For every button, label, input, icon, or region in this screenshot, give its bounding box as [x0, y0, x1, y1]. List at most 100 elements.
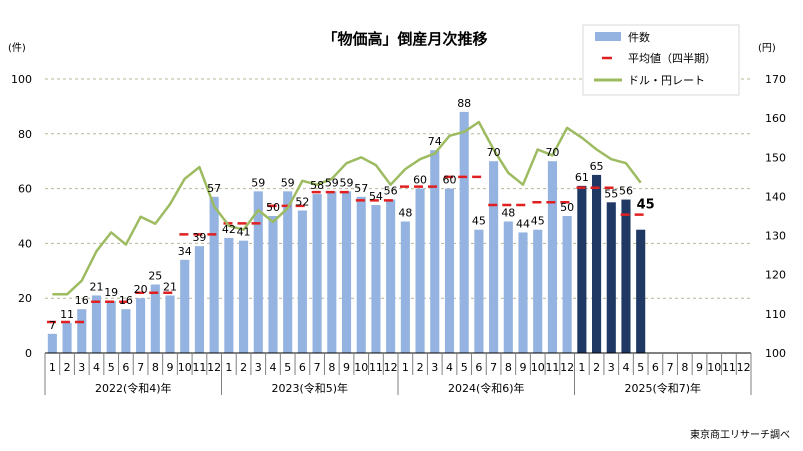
year-group-label: 2024(令和6)年: [448, 381, 525, 395]
bar: [636, 229, 646, 353]
bar-value-label: 16: [75, 294, 89, 307]
x-tick-label: 8: [681, 361, 688, 374]
bar: [518, 232, 528, 353]
x-tick-label: 7: [667, 361, 674, 374]
bar-value-label: 70: [487, 146, 501, 159]
x-tick-label: 2: [593, 361, 600, 374]
bar-value-label: 60: [413, 174, 427, 187]
bar: [341, 191, 352, 353]
x-tick-label: 11: [722, 361, 736, 374]
bar: [106, 300, 116, 353]
x-tick-label: 11: [369, 361, 383, 374]
bar-value-label: 16: [119, 294, 133, 307]
x-tick-label: 3: [255, 361, 262, 374]
bar: [592, 174, 602, 353]
year-group-label: 2023(令和5)年: [271, 381, 348, 395]
x-tick-label: 7: [137, 361, 144, 374]
bar: [121, 309, 131, 353]
bar-value-label: 61: [575, 171, 589, 184]
bar-value-label: 57: [207, 182, 221, 195]
bar-value-label: 54: [369, 190, 383, 203]
x-tick-label: 7: [314, 361, 321, 374]
right-tick-label: 170: [765, 73, 786, 86]
bar-value-label: 44: [516, 217, 530, 230]
bar: [474, 229, 484, 353]
bar-value-label: 55: [604, 187, 618, 200]
bar-value-label: 70: [545, 146, 559, 159]
x-tick-label: 8: [328, 361, 335, 374]
bar-value-label: 58: [310, 179, 324, 192]
bar: [459, 111, 469, 353]
source-note: 東京商工リサーチ調べ: [690, 428, 790, 441]
bar: [547, 161, 557, 353]
bar: [297, 210, 307, 353]
bar-value-label: 41: [237, 226, 251, 239]
x-tick-label: 8: [505, 361, 512, 374]
bar-value-label: 56: [384, 185, 398, 198]
bar-value-label: 34: [178, 245, 192, 258]
bar: [253, 191, 263, 353]
bar: [268, 216, 278, 353]
x-tick-label: 10: [531, 361, 545, 374]
bar: [444, 188, 455, 353]
bar: [194, 246, 204, 353]
bar: [503, 221, 513, 353]
x-tick-label: 1: [49, 361, 56, 374]
bar: [606, 202, 616, 353]
right-axis-unit: (円): [758, 43, 776, 54]
chart-title: 「物価高」倒産月次推移: [322, 30, 487, 48]
x-tick-label: 2: [417, 361, 424, 374]
bar: [150, 284, 160, 353]
legend-swatch-bar: [595, 32, 621, 41]
bar: [415, 188, 425, 353]
bar-value-label: 48: [398, 206, 412, 219]
x-tick-label: 5: [108, 361, 115, 374]
bar-value-label: 25: [148, 270, 162, 283]
right-tick-label: 160: [765, 112, 786, 125]
bar: [371, 205, 381, 353]
x-tick-label: 5: [637, 361, 644, 374]
left-tick-label: 100: [11, 73, 32, 86]
right-tick-label: 120: [765, 269, 786, 282]
year-group-label: 2022(令和4)年: [95, 381, 172, 395]
bar-value-label: 65: [590, 160, 604, 173]
bar-value-label: 45: [531, 215, 545, 228]
bar-value-label: 7: [49, 319, 56, 332]
bar-value-label: 52: [295, 196, 309, 209]
x-tick-label: 6: [475, 361, 482, 374]
bar-value-label: 50: [560, 201, 574, 214]
x-tick-label: 12: [384, 361, 398, 374]
legend-label-avg: 平均値（四半期）: [628, 51, 716, 65]
x-tick-label: 12: [737, 361, 751, 374]
bar: [430, 150, 440, 353]
bar: [400, 221, 410, 353]
bar: [209, 196, 219, 353]
bar-value-label: 48: [501, 206, 515, 219]
bar-series: [47, 111, 646, 353]
bar-value-label: 11: [60, 308, 74, 321]
bar: [356, 196, 366, 353]
x-tick-label: 3: [78, 361, 85, 374]
left-tick-label: 60: [18, 183, 32, 196]
x-tick-label: 10: [354, 361, 368, 374]
bar: [77, 309, 87, 353]
x-tick-label: 6: [299, 361, 306, 374]
right-tick-label: 110: [765, 308, 786, 321]
bar: [165, 295, 175, 353]
right-tick-label: 130: [765, 230, 786, 243]
bar-value-label: 59: [325, 176, 339, 189]
x-tick-label: 9: [696, 361, 703, 374]
bar: [283, 191, 293, 353]
bar-value-label: 21: [163, 280, 177, 293]
right-tick-label: 100: [765, 347, 786, 360]
x-tick-label: 6: [122, 361, 129, 374]
bar: [239, 240, 249, 353]
bar-value-label: 45: [472, 215, 486, 228]
x-tick-label: 1: [578, 361, 585, 374]
x-tick-label: 12: [560, 361, 574, 374]
bar: [224, 237, 234, 353]
bar: [533, 229, 543, 353]
